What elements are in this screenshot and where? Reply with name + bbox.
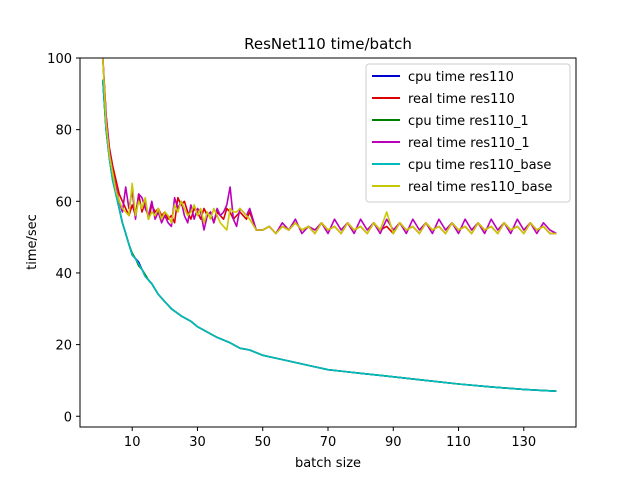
legend-entry: real time res110_base [408,180,552,195]
legend-entry: real time res110_1 [408,136,530,151]
x-tick-label: 50 [254,435,271,450]
x-tick-label: 130 [511,435,536,450]
y-axis: 0 20 40 60 80 100 [47,52,80,425]
series-line-5 [102,79,557,392]
y-tick-label: 100 [47,52,72,67]
legend: cpu time res110 real time res110 cpu time … [365,63,571,203]
x-axis: 10 30 50 70 90 110 130 [124,427,536,450]
y-tick-label: 20 [55,339,72,354]
series-lines [102,58,557,392]
x-tick-label: 10 [124,435,141,450]
x-tick-label: 70 [320,435,337,450]
series-line-6 [102,58,557,235]
y-axis-title: time/sec [25,214,40,270]
legend-entry: cpu time res110_base [408,158,551,173]
chart-title: ResNet110 time/batch [244,35,412,53]
legend-entry: cpu time res110 [408,70,514,85]
legend-entry: real time res110 [408,92,515,107]
y-tick-label: 60 [55,195,72,210]
legend-entry: cpu time res110_1 [408,114,529,129]
x-tick-label: 90 [385,435,402,450]
y-tick-label: 40 [55,267,72,282]
y-tick-label: 80 [55,124,72,139]
y-tick-label: 0 [64,410,72,425]
x-axis-title: batch size [295,456,361,471]
x-tick-label: 110 [446,435,471,450]
x-tick-label: 30 [189,435,206,450]
legend-box [365,63,571,203]
